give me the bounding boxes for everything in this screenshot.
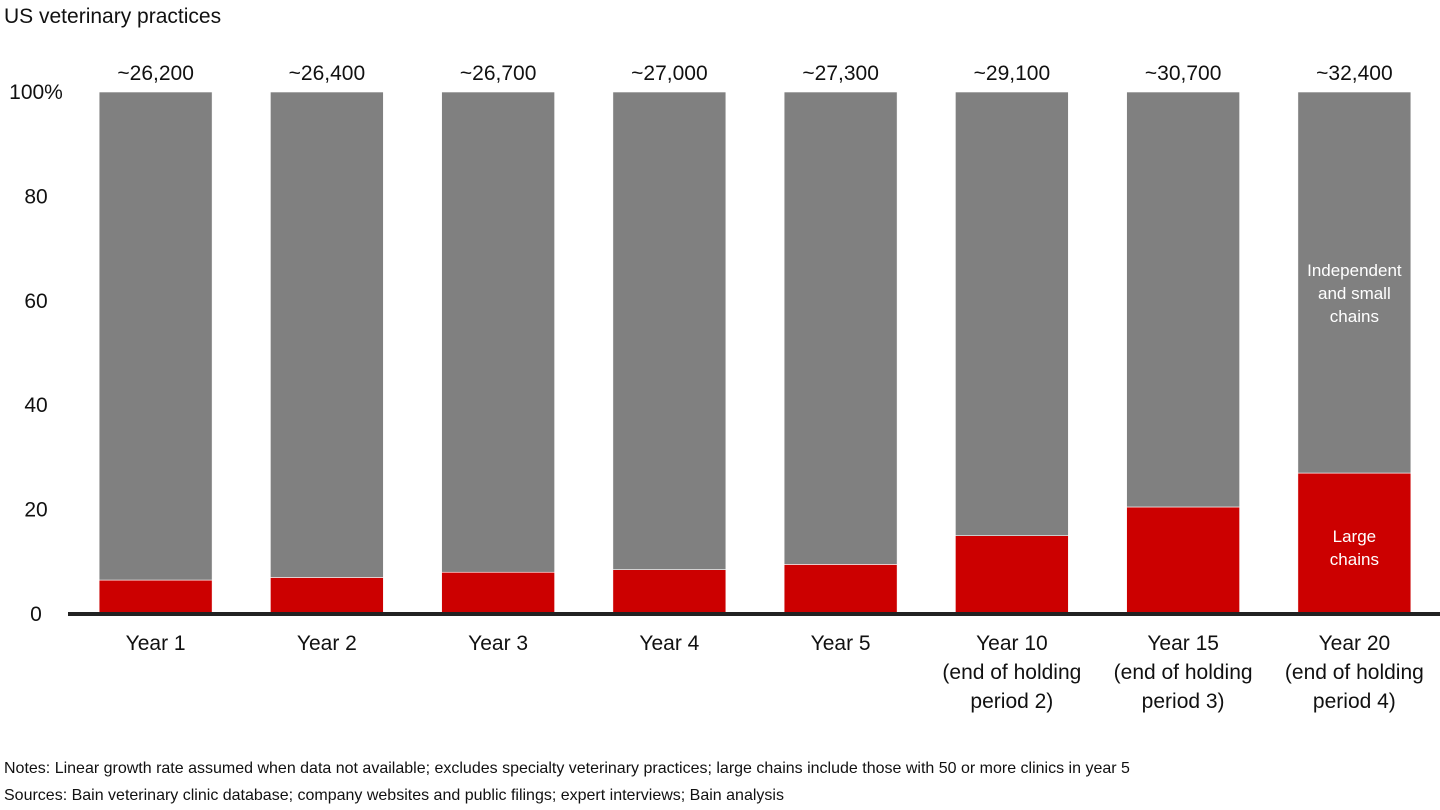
bar-segment <box>1126 506 1240 615</box>
bar-segment <box>1126 91 1240 508</box>
x-tick-label: Year 5 <box>811 632 871 655</box>
y-tick-label: 60 <box>24 290 47 313</box>
total-label: ~30,700 <box>1145 62 1222 85</box>
total-label: ~29,100 <box>974 62 1051 85</box>
x-tick-label: Year 2 <box>297 632 357 655</box>
total-label: ~32,400 <box>1316 62 1393 85</box>
x-tick-label: Year 15 (end of holding period 3) <box>1114 632 1253 713</box>
total-label: ~27,000 <box>631 62 708 85</box>
bar-segment <box>1297 472 1412 615</box>
y-tick-label: 40 <box>24 394 47 417</box>
bar-segment <box>612 91 727 570</box>
x-tick-label: Year 10 (end of holding period 2) <box>942 632 1081 713</box>
x-tick-label: Year 3 <box>468 632 528 655</box>
x-tick-label: Year 4 <box>639 632 699 655</box>
x-tick-label: Year 1 <box>126 632 186 655</box>
bar-segment <box>1297 91 1412 474</box>
bar-segment <box>955 535 1069 615</box>
y-tick-label: 80 <box>24 185 47 208</box>
legend-label: Independent and small chains <box>1307 261 1402 326</box>
bar-segment <box>955 91 1069 537</box>
total-label: ~26,400 <box>289 62 366 85</box>
chart-title: US veterinary practices <box>4 5 221 28</box>
bar-segment <box>441 571 555 615</box>
bar-segment <box>612 569 727 615</box>
sources: Sources: Bain veterinary clinic database… <box>4 787 784 804</box>
bar-segment <box>98 91 213 581</box>
x-tick-label: Year 20 (end of holding period 4) <box>1285 632 1424 713</box>
total-label: ~27,300 <box>802 62 879 85</box>
legend-label: Large chains <box>1330 527 1379 569</box>
bar-segment <box>441 91 555 573</box>
bar-segment <box>270 91 384 578</box>
bar-segment <box>270 577 384 615</box>
notes: Notes: Linear growth rate assumed when d… <box>4 760 1130 777</box>
total-label: ~26,700 <box>460 62 537 85</box>
y-tick-label: 0 <box>30 603 42 626</box>
y-tick-label: 20 <box>24 499 47 522</box>
y-tick-label: 100% <box>9 81 63 104</box>
total-label: ~26,200 <box>117 62 194 85</box>
bar-segment <box>98 579 213 615</box>
bar-segment <box>783 91 898 565</box>
bar-segment <box>783 564 898 615</box>
